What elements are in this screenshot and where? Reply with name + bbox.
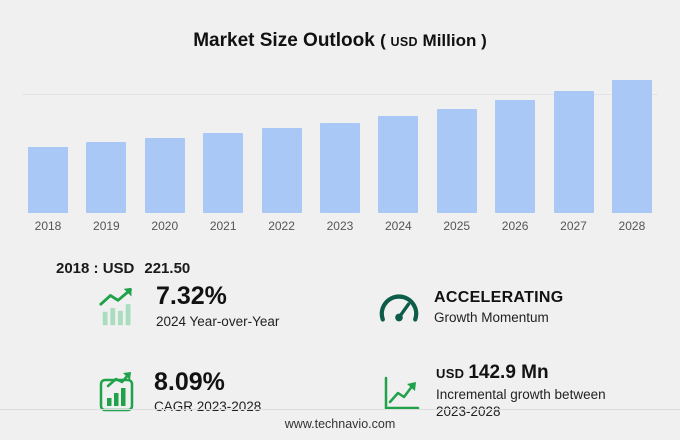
bar-item-2025: 2025: [436, 109, 477, 233]
bar-item-2028: 2028: [611, 80, 652, 233]
yoy-label: 2024 Year-over-Year: [156, 313, 280, 329]
cagr-label: CAGR 2023-2028: [154, 399, 262, 414]
incremental-label: Incremental growth between 2023-2028: [436, 387, 606, 420]
bar-2020: [144, 138, 185, 213]
axis-label-2024: 2024: [384, 219, 412, 233]
momentum-value: ACCELERATING: [434, 289, 564, 307]
bar-2024: [378, 116, 419, 213]
axis-label-2022: 2022: [268, 219, 295, 233]
title-currency: USD: [390, 35, 418, 49]
bar-chart-bars: 2018 2019 2020 2021 2022 2023 2024 2025 2026 2027…: [22, 80, 658, 233]
footer-url[interactable]: www.technavio.com: [284, 417, 396, 431]
cagr-value: 8.09%: [154, 367, 225, 396]
stat-incremental-growth: USD 142.9 Mn Incremental growth between 2…: [378, 362, 660, 421]
bar-item-2019: 2019: [86, 142, 127, 233]
axis-label-2018: 2018: [34, 219, 62, 233]
bar-chart-box-icon: [96, 370, 140, 414]
axis-label-2023: 2023: [326, 219, 354, 233]
bar-chart: 2018 2019 2020 2021 2022 2023 2024 2025 2026 2027…: [22, 80, 658, 247]
stat-growth-momentum: ACCELERATING Growth Momentum: [378, 283, 660, 330]
axis-label-2027: 2027: [560, 219, 587, 233]
stat-cagr: 8.09% CAGR 2023-2028: [96, 363, 378, 421]
line-chart-icon: [378, 370, 422, 414]
title-text: Market Size Outlook: [193, 30, 375, 51]
bar-item-2021: 2021: [203, 133, 244, 233]
bar-2018: [28, 147, 68, 213]
bar-item-2024: 2024: [378, 116, 419, 233]
bar-item-2026: 2026: [495, 100, 536, 233]
bar-item-2018: 2018: [28, 147, 68, 233]
bar-growth-icon: [96, 285, 142, 329]
bar-item-2027: 2027: [553, 91, 594, 233]
bar-item-2023: 2023: [319, 123, 360, 233]
bar-2025: [436, 109, 477, 213]
axis-label-2028: 2028: [618, 219, 646, 233]
bar-2026: [495, 100, 536, 213]
base-year-amount: 221.50: [144, 260, 191, 277]
bar-2021: [203, 133, 244, 213]
axis-label-2026: 2026: [501, 219, 529, 233]
incremental-value: USD 142.9 Mn: [436, 362, 549, 384]
stat-year-over-year: 7.32% 2024 Year-over-Year: [96, 282, 378, 330]
page-title: Market Size Outlook ( USD Million ): [0, 30, 680, 52]
base-year-value: 2018 : USD 221.50: [56, 260, 190, 277]
incremental-currency: USD: [436, 366, 465, 382]
bar-2028: [611, 80, 652, 213]
footer: www.technavio.com: [0, 409, 680, 440]
axis-label-2019: 2019: [93, 219, 120, 233]
bar-2027: [553, 91, 594, 213]
bar-2019: [86, 142, 127, 213]
yoy-value: 7.32%: [156, 282, 227, 310]
bar-2023: [319, 123, 360, 213]
axis-label-2020: 2020: [151, 219, 179, 233]
bar-item-2022: 2022: [261, 128, 302, 233]
title-unit: ( USD Million ): [380, 31, 487, 50]
title-unit-name: Million: [422, 31, 477, 50]
axis-label-2021: 2021: [209, 219, 237, 233]
bar-2022: [261, 128, 302, 213]
axis-label-2025: 2025: [443, 219, 471, 233]
bar-item-2020: 2020: [144, 138, 185, 233]
base-year-label: 2018 : USD: [56, 260, 135, 277]
gauge-icon: [378, 287, 420, 327]
stats-grid: 7.32% 2024 Year-over-Year ACCELERATING G…: [96, 282, 660, 421]
momentum-label: Growth Momentum: [434, 310, 549, 326]
